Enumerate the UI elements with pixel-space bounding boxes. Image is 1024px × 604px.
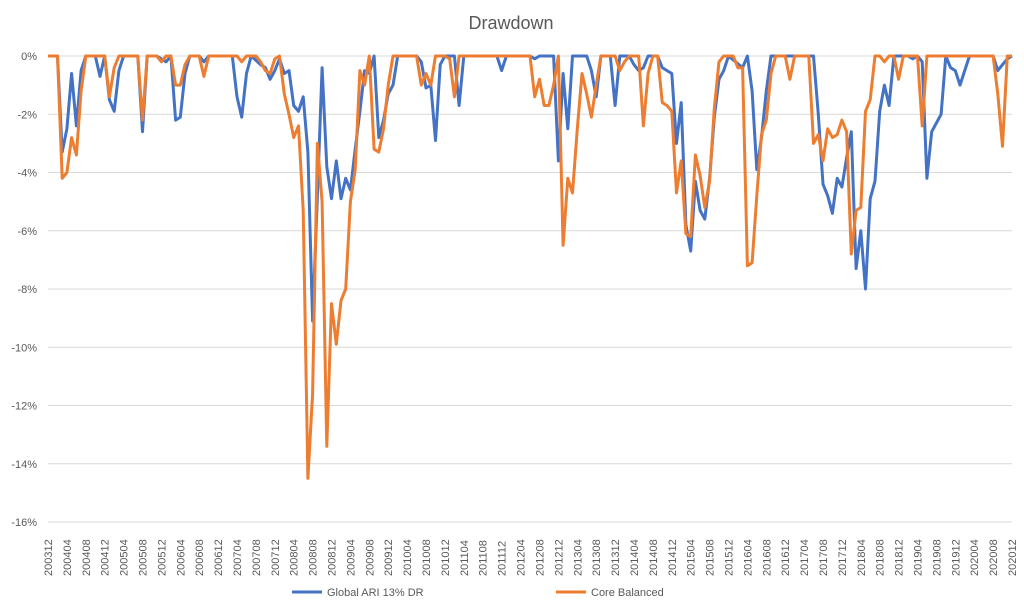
x-tick-label: 201708 bbox=[818, 539, 830, 576]
x-tick-label: 201404 bbox=[629, 539, 641, 576]
x-tick-label: 201604 bbox=[742, 539, 754, 576]
x-tick-label: 201908 bbox=[931, 539, 943, 576]
y-tick-label: -10% bbox=[11, 342, 37, 354]
x-tick-label: 201608 bbox=[761, 539, 773, 576]
x-tick-label: 200612 bbox=[213, 539, 225, 576]
x-tick-label: 201812 bbox=[894, 539, 906, 576]
x-tick-label: 201504 bbox=[686, 539, 698, 576]
x-tick-label: 201508 bbox=[705, 539, 717, 576]
x-tick-label: 200512 bbox=[156, 539, 168, 576]
x-tick-label: 201012 bbox=[440, 539, 452, 576]
x-tick-label: 201312 bbox=[610, 539, 622, 576]
x-tick-label: 200904 bbox=[345, 539, 357, 576]
x-tick-label: 202008 bbox=[988, 539, 1000, 576]
x-tick-label: 201212 bbox=[553, 539, 565, 576]
legend-label-core-balanced: Core Balanced bbox=[591, 587, 664, 599]
y-tick-label: -14% bbox=[11, 459, 37, 471]
series-line-1 bbox=[48, 54, 1012, 480]
x-tick-label: 200604 bbox=[175, 539, 187, 576]
x-tick-label: 201108 bbox=[478, 540, 490, 576]
x-tick-label: 201008 bbox=[421, 539, 433, 576]
x-tick-label: 201704 bbox=[799, 539, 811, 576]
x-tick-label: 201408 bbox=[648, 539, 660, 576]
y-tick-label: -6% bbox=[17, 226, 37, 238]
x-tick-label: 200412 bbox=[100, 539, 112, 576]
x-tick-label: 201104 bbox=[459, 540, 471, 576]
x-axis-ticks: 200312 200404 200408 200412 200504 200508 2005… bbox=[43, 539, 1019, 576]
legend-label-global-ari: Global ARI 13% DR bbox=[327, 587, 424, 599]
x-tick-label: 201712 bbox=[837, 539, 849, 576]
x-tick-label: 201412 bbox=[667, 539, 679, 576]
y-tick-label: 0% bbox=[21, 51, 37, 63]
x-tick-label: 201512 bbox=[723, 539, 735, 576]
x-tick-label: 202004 bbox=[969, 539, 981, 576]
legend: Global ARI 13% DR Core Balanced bbox=[292, 587, 664, 599]
x-tick-label: 201808 bbox=[875, 539, 887, 576]
x-tick-label: 200712 bbox=[270, 539, 282, 576]
y-tick-label: -12% bbox=[11, 401, 37, 413]
x-tick-label: 200608 bbox=[194, 539, 206, 576]
y-axis-ticks: 0% -2% -4% -6% -8% -10% -12% -14% -16% bbox=[11, 51, 37, 529]
x-tick-label: 200908 bbox=[364, 539, 376, 576]
x-tick-label: 201904 bbox=[912, 539, 924, 576]
x-tick-label: 200704 bbox=[232, 539, 244, 576]
series-lines bbox=[48, 54, 1013, 480]
x-tick-label: 200812 bbox=[327, 539, 339, 576]
x-tick-label: 200808 bbox=[308, 539, 320, 576]
y-tick-label: -8% bbox=[17, 284, 37, 296]
gridlines bbox=[48, 55, 1012, 523]
x-tick-label: 200912 bbox=[383, 539, 395, 576]
x-tick-label: 202012 bbox=[1007, 539, 1019, 576]
x-tick-label: 201304 bbox=[572, 539, 584, 576]
y-tick-label: -2% bbox=[17, 109, 37, 121]
x-tick-label: 201204 bbox=[516, 539, 528, 576]
y-tick-label: -16% bbox=[11, 517, 37, 529]
x-tick-label: 201308 bbox=[591, 539, 603, 576]
x-tick-label: 201912 bbox=[950, 539, 962, 576]
x-tick-label: 201004 bbox=[402, 539, 414, 576]
chart-title: Drawdown bbox=[468, 13, 553, 33]
series-line-0 bbox=[48, 54, 1013, 323]
x-tick-label: 200504 bbox=[119, 539, 131, 576]
x-tick-label: 200804 bbox=[289, 539, 301, 576]
x-tick-label: 200708 bbox=[251, 539, 263, 576]
x-tick-label: 200312 bbox=[43, 539, 55, 576]
y-tick-label: -4% bbox=[17, 168, 37, 180]
x-tick-label: 200508 bbox=[138, 539, 150, 576]
x-tick-label: 201612 bbox=[780, 539, 792, 576]
x-tick-label: 201804 bbox=[856, 539, 868, 576]
x-tick-label: 201112 bbox=[497, 541, 509, 576]
x-tick-label: 200404 bbox=[62, 539, 74, 576]
x-tick-label: 200408 bbox=[81, 539, 93, 576]
x-tick-label: 201208 bbox=[534, 539, 546, 576]
